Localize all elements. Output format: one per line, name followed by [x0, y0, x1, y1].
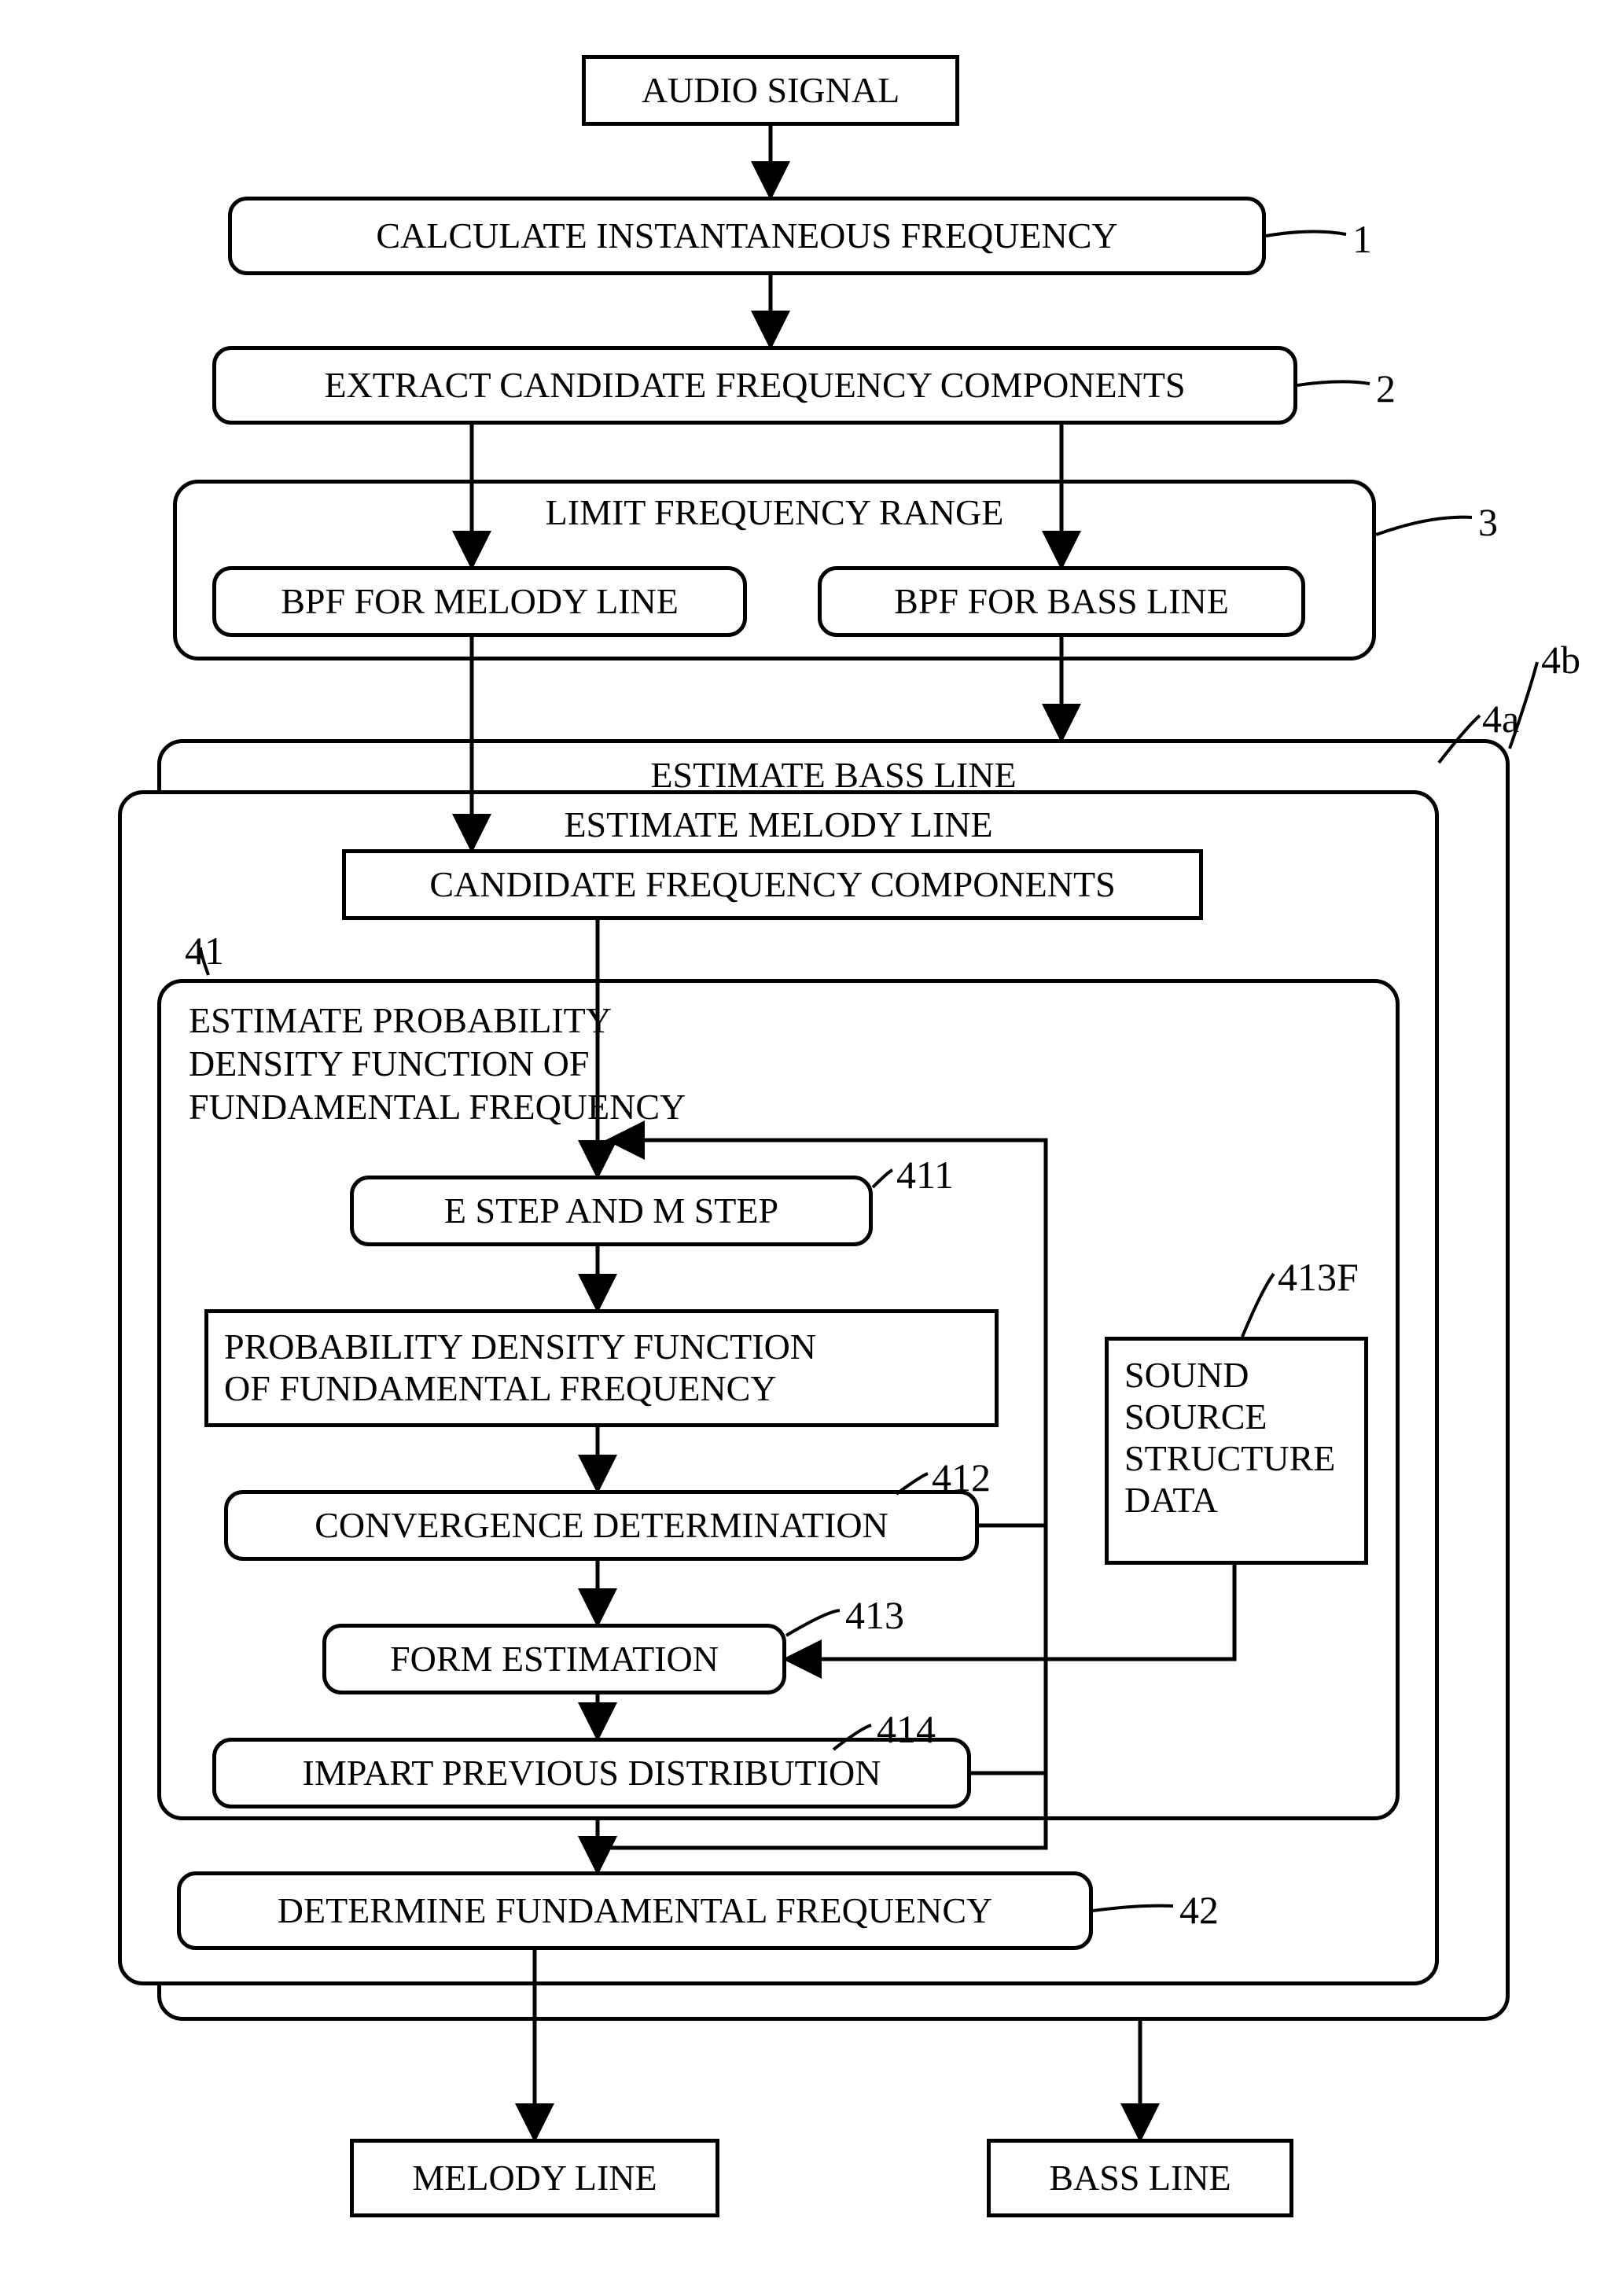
step-convergence: CONVERGENCE DETERMINATION: [224, 1490, 979, 1561]
label-1: 1: [1352, 216, 1372, 262]
label-4b: 4b: [1541, 637, 1580, 683]
label-414: 414: [877, 1706, 936, 1752]
panel3-title: LIMIT FREQUENCY RANGE: [177, 491, 1372, 533]
bpf-bass-box: BPF FOR BASS LINE: [818, 566, 1305, 637]
output-bass-box: BASS LINE: [987, 2139, 1293, 2217]
label-3: 3: [1478, 499, 1498, 545]
label-413: 413: [845, 1592, 904, 1638]
step-calc-inst-freq: CALCULATE INSTANTANEOUS FREQUENCY: [228, 197, 1266, 275]
label-413f: 413F: [1278, 1254, 1359, 1300]
output-melody-box: MELODY LINE: [350, 2139, 719, 2217]
panel4a-title: ESTIMATE MELODY LINE: [122, 804, 1435, 845]
label-42: 42: [1179, 1887, 1219, 1933]
label-41: 41: [185, 928, 224, 973]
label-412: 412: [932, 1455, 991, 1500]
pdf-box: PROBABILITY DENSITY FUNCTION OF FUNDAMEN…: [204, 1309, 999, 1427]
label-411: 411: [896, 1152, 954, 1198]
bpf-melody-box: BPF FOR MELODY LINE: [212, 566, 747, 637]
label-4a: 4a: [1482, 696, 1519, 741]
audio-signal-box: AUDIO SIGNAL: [582, 55, 959, 126]
label-2: 2: [1376, 366, 1396, 411]
step-impart-prev: IMPART PREVIOUS DISTRIBUTION: [212, 1738, 971, 1808]
step-determine-f0: DETERMINE FUNDAMENTAL FREQUENCY: [177, 1871, 1093, 1950]
step-em: E STEP AND M STEP: [350, 1176, 873, 1246]
sound-source-box: SOUND SOURCE STRUCTURE DATA: [1105, 1337, 1368, 1565]
step-form-estimation: FORM ESTIMATION: [322, 1624, 786, 1694]
panel41-text: ESTIMATE PROBABILITY DENSITY FUNCTION OF…: [189, 999, 802, 1129]
candidate-components-box: CANDIDATE FREQUENCY COMPONENTS: [342, 849, 1203, 920]
step-extract-candidates: EXTRACT CANDIDATE FREQUENCY COMPONENTS: [212, 346, 1297, 425]
diagram-canvas: AUDIO SIGNAL CALCULATE INSTANTANEOUS FRE…: [31, 31, 1573, 2265]
